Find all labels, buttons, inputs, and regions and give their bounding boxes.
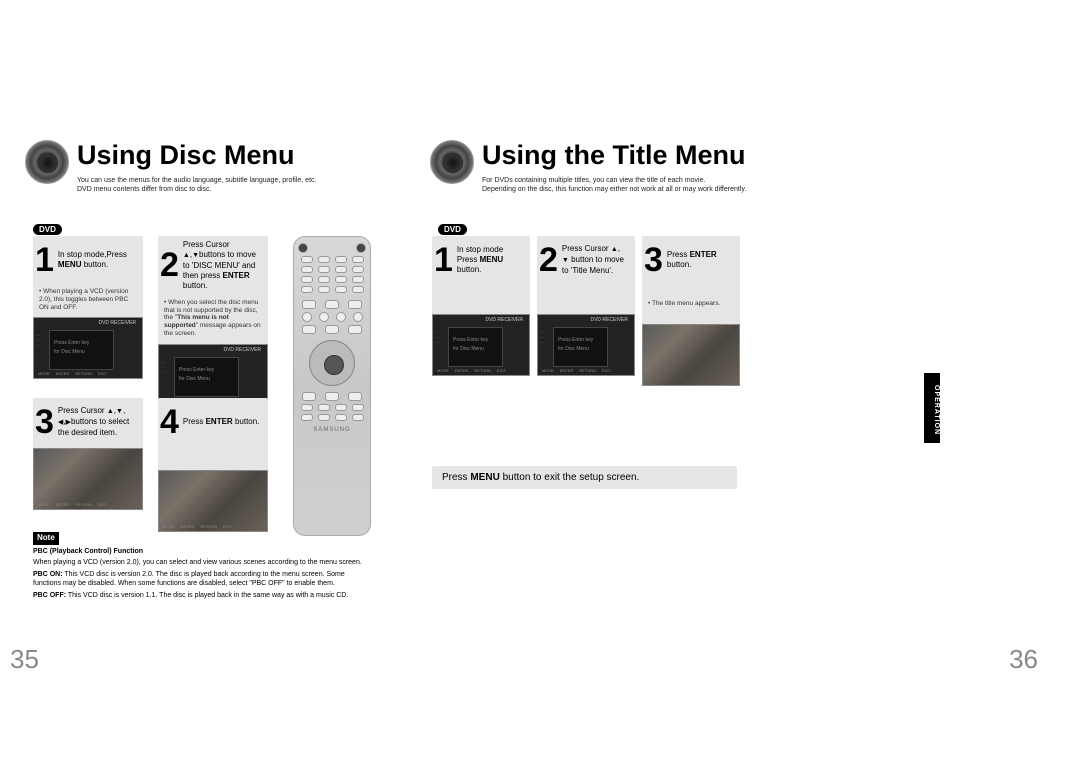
tv-side-labels: ········· (36, 333, 47, 348)
tv-screen: DVD RECEIVER ········· Press Enter keyfo… (537, 314, 635, 376)
tv-screen: DVD RECEIVER ········· Press Enter keyfo… (33, 317, 143, 379)
step-number: 3 (644, 243, 663, 277)
exit-instruction: Press MENU button to exit the setup scre… (432, 466, 737, 489)
speaker-icon (25, 140, 69, 184)
remote-control-illustration: SAMSUNG (293, 236, 371, 536)
tv-screen-photo: MOVEENTERRETURNEXIT (158, 470, 268, 532)
page-title: Using Disc Menu (77, 140, 295, 171)
tv-status: DVD RECEIVER (98, 320, 136, 326)
page-title: Using the Title Menu (482, 140, 746, 171)
step-number: 2 (539, 243, 558, 277)
step-4: 4 Press ENTER button. MOVEENTERRETURNEXI… (158, 398, 268, 532)
tv-screen: DVD RECEIVER ········· Press Enter keyfo… (158, 344, 268, 406)
dvd-badge: DVD (33, 224, 62, 235)
step-number: 2 (160, 248, 179, 282)
step-number: 3 (35, 405, 54, 439)
tv-bottom-labels: MOVEENTERRETURNEXIT (163, 524, 232, 529)
tv-bottom-labels: MOVEENTERRETURNEXIT (437, 368, 506, 373)
step-note: • The title menu appears. (642, 296, 740, 312)
step-note: • When playing a VCD (version 2.0), this… (33, 284, 143, 315)
tv-menu-text: Press Enter keyfor Disc Menu (175, 358, 238, 392)
note-text: When playing a VCD (version 2.0), you ca… (33, 558, 373, 567)
note-text: PBC ON: This VCD disc is version 2.0. Th… (33, 570, 373, 589)
note-heading: PBC (Playback Control) Function (33, 547, 373, 556)
page-subtitle: For DVDs containing multiple titles, you… (482, 176, 746, 194)
page-number-left: 35 (10, 644, 39, 675)
step-text: Press Cursor ▲,▼,◀,▶buttons to select th… (58, 406, 137, 438)
step-text: Press ENTER button. (667, 250, 734, 270)
tv-bottom-labels: MOVEENTERRETURNEXIT (38, 502, 107, 507)
tv-screen: DVD RECEIVER ········· Press Enter keyfo… (432, 314, 530, 376)
tv-status: DVD RECEIVER (590, 317, 628, 323)
tv-side-labels: ········· (161, 360, 172, 375)
step-note: • When you select the disc menu that is … (158, 295, 268, 342)
tv-inner-panel: Press Enter keyfor Disc Menu (174, 357, 239, 397)
page-number-right: 36 (1009, 644, 1038, 675)
notes-section: Note PBC (Playback Control) Function Whe… (33, 532, 373, 600)
step-number: 4 (160, 405, 179, 439)
step-text: Press ENTER button. (183, 417, 259, 427)
step-2: 2 Press Cursor ▲, ▼ button to move to 'T… (537, 236, 635, 376)
operation-tab: OPERATION (924, 373, 940, 443)
tv-screen-photo: MOVEENTERRETURNEXIT (33, 448, 143, 510)
step-1: 1 In stop mode,Press MENU button. • When… (33, 236, 143, 379)
step-text: Press Cursor ▲,▼buttons to move to 'DISC… (183, 240, 262, 291)
step-number: 1 (434, 243, 453, 277)
tv-side-labels: ········· (540, 330, 551, 345)
note-badge: Note (33, 532, 59, 545)
remote-dpad (309, 340, 355, 386)
tv-side-labels: ········· (435, 330, 446, 345)
step-3: 3 Press ENTER button. • The title menu a… (642, 236, 740, 386)
step-1: 1 In stop mode Press MENU button. DVD RE… (432, 236, 530, 376)
tv-menu-text: Press Enter keyfor Disc Menu (554, 328, 607, 362)
tv-menu-text: Press Enter keyfor Disc Menu (50, 331, 113, 365)
page-subtitle: You can use the menus for the audio lang… (77, 176, 316, 194)
tv-inner-panel: Press Enter keyfor Disc Menu (49, 330, 114, 370)
tv-inner-panel: Press Enter keyfor Disc Menu (448, 327, 503, 367)
note-text: PBC OFF: This VCD disc is version 1.1. T… (33, 591, 373, 600)
step-3: 3 Press Cursor ▲,▼,◀,▶buttons to select … (33, 398, 143, 510)
step-2: 2 Press Cursor ▲,▼buttons to move to 'DI… (158, 236, 268, 406)
speaker-icon (430, 140, 474, 184)
remote-brand: SAMSUNG (298, 427, 366, 433)
tv-status: DVD RECEIVER (223, 347, 261, 353)
dvd-badge: DVD (438, 224, 467, 235)
step-text: In stop mode,Press MENU button. (58, 250, 137, 270)
tv-status: DVD RECEIVER (485, 317, 523, 323)
step-text: In stop mode Press MENU button. (457, 245, 524, 275)
step-text: Press Cursor ▲, ▼ button to move to 'Tit… (562, 244, 629, 276)
tv-menu-text: Press Enter keyfor Disc Menu (449, 328, 502, 362)
step-number: 1 (35, 243, 54, 277)
tv-inner-panel: Press Enter keyfor Disc Menu (553, 327, 608, 367)
tv-bottom-labels: MOVEENTERRETURNEXIT (38, 371, 107, 376)
tv-screen-photo (642, 324, 740, 386)
tv-bottom-labels: MOVEENTERRETURNEXIT (542, 368, 611, 373)
